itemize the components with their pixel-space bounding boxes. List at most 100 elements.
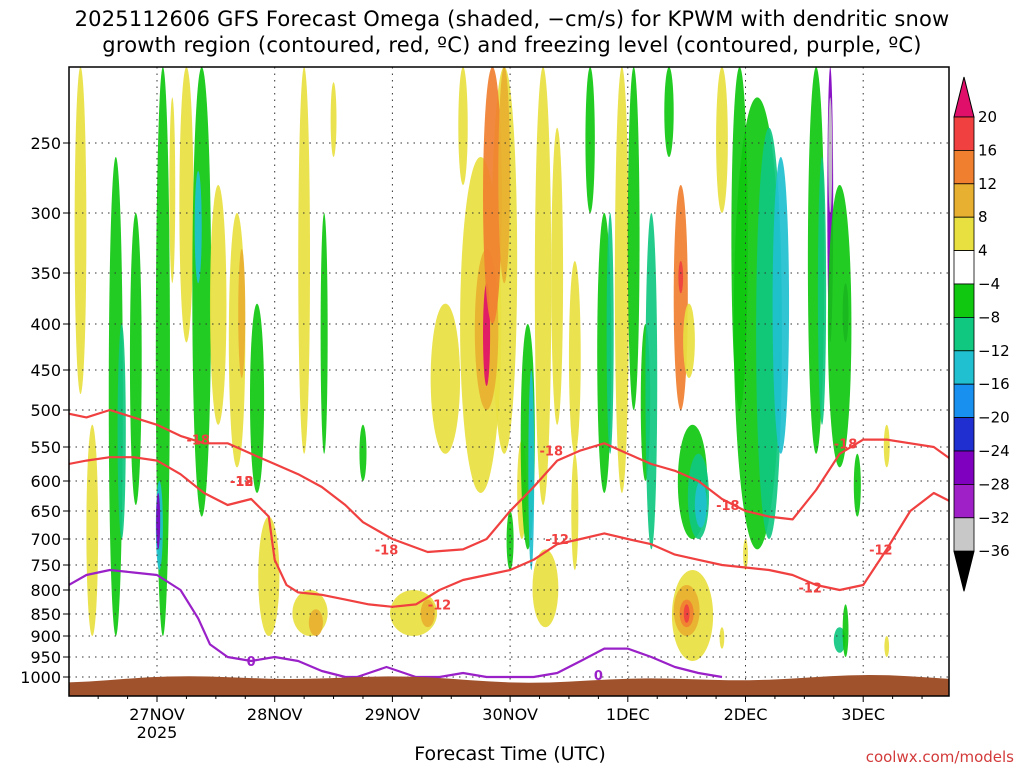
omega-cell (117, 324, 126, 539)
x-year-label: 2025 (137, 723, 178, 742)
colorbar-tick-label: −24 (978, 442, 1010, 460)
colorbar-band (953, 149, 975, 185)
y-tick-label: 400 (30, 315, 61, 334)
y-tick-label: 550 (30, 438, 61, 457)
credit-link[interactable]: coolwx.com/models (865, 748, 1014, 766)
omega-cell (192, 67, 212, 517)
omega-cell (664, 67, 674, 157)
colorbar-top-arrow (953, 76, 975, 118)
y-tick-label: 850 (30, 605, 61, 624)
contour-label: -18 (186, 434, 210, 449)
colorbar-band (953, 116, 975, 151)
chart-title-line1: 2025112606 GFS Forecast Omega (shaded, −… (74, 7, 950, 31)
omega-cell (528, 370, 535, 570)
omega-cell (359, 424, 367, 481)
chart-title: 2025112606 GFS Forecast Omega (shaded, −… (0, 6, 1024, 58)
omega-cell (194, 171, 202, 284)
omega-cell (828, 97, 833, 213)
colorbar-tick-label: 20 (978, 108, 997, 126)
colorbar-tick-label: −20 (978, 409, 1010, 427)
chart-title-line2: growth region (contoured, red, ºC) and f… (102, 33, 922, 57)
omega-cell (673, 185, 688, 410)
colorbar-tick-label: −8 (978, 308, 1000, 326)
terrain-surface (69, 675, 949, 696)
colorbar-band (953, 183, 975, 218)
x-tick-label: 1DEC (606, 705, 650, 724)
omega-cell (719, 627, 725, 649)
omega-cell (258, 516, 280, 636)
colorbar-tick-label: −36 (978, 542, 1010, 560)
contour-label: -18 (375, 543, 399, 558)
x-tick-label: 27NOV (129, 705, 185, 724)
contour-label: 0 (247, 655, 256, 670)
omega-cell (833, 627, 846, 653)
colorbar-tick-label: −4 (978, 275, 1000, 293)
omega-cell (614, 67, 629, 493)
y-tick-label: 300 (30, 204, 61, 223)
colorbar-band (953, 517, 975, 552)
contour-line-0 (69, 568, 723, 679)
colorbar-tick-label: −28 (978, 475, 1010, 493)
plot-frame (68, 66, 950, 697)
x-tick-label: 2DEC (724, 705, 768, 724)
omega-cell (209, 185, 227, 425)
colorbar-band (953, 316, 975, 352)
omega-cell (74, 67, 87, 394)
colorbar-tick-label: 16 (978, 141, 997, 159)
y-tick-label: 900 (30, 627, 61, 646)
omega-cell (420, 599, 435, 628)
omega-cell (506, 511, 514, 570)
omega-cell (568, 261, 581, 454)
omega-cell (585, 67, 595, 213)
y-axis: 250 300 350 400 450 500 550 600 650 700 750 800 850 9… (20, 134, 69, 687)
contour-line--12 (69, 456, 949, 608)
omega-cell (853, 453, 861, 517)
y-tick-label: 950 (30, 648, 61, 667)
contour-label: -12 (798, 582, 822, 597)
contour-label: -18 (834, 437, 858, 452)
omega-cell (883, 424, 890, 468)
colorbar-band (953, 283, 975, 318)
y-tick-label: 1000 (20, 668, 61, 687)
omega-cell (694, 481, 707, 528)
omega-cell (430, 303, 461, 454)
y-tick-label: 800 (30, 581, 61, 600)
y-tick-label: 350 (30, 264, 61, 283)
colorbar-bottom-arrow (953, 550, 975, 592)
colorbar-tick-label: 4 (978, 242, 988, 260)
contour-label: -12 (545, 533, 569, 548)
terrain-fill (69, 675, 949, 696)
x-axis: 27NOV 28NOV 29NOV 30NOV 1DEC 2DEC 3DEC 2025 (97, 696, 923, 742)
y-tick-label: 600 (30, 472, 61, 491)
omega-cell (645, 213, 658, 550)
omega-cell (817, 157, 827, 425)
omega-cell (571, 453, 579, 570)
colorbar-band (953, 350, 975, 385)
contour-line--18 (69, 408, 949, 554)
plot-grid (69, 67, 949, 696)
omega-cell (678, 261, 684, 294)
omega-cell (551, 127, 564, 425)
omega-cell (716, 67, 728, 213)
omega-cell (683, 303, 695, 378)
omega-cell (330, 82, 337, 157)
y-tick-label: 500 (30, 401, 61, 420)
omega-cell (169, 97, 176, 284)
contour-label: -12 (230, 475, 254, 490)
y-tick-label: 700 (30, 530, 61, 549)
omega-cell (498, 67, 511, 284)
x-tick-label: 28NOV (247, 705, 303, 724)
omega-shading (74, 67, 890, 661)
colorbar-band (953, 250, 975, 285)
contour-label: 0 (594, 669, 603, 684)
colorbar-band (953, 216, 975, 251)
colorbar-tick-label: −32 (978, 509, 1010, 527)
omega-cell (298, 67, 311, 454)
contour-label: -18 (230, 475, 254, 490)
omega-cell (320, 213, 328, 454)
contour-label: -18 (716, 499, 740, 514)
omega-cell (156, 493, 161, 550)
x-tick-label: 30NOV (482, 705, 538, 724)
omega-cell (606, 213, 614, 454)
